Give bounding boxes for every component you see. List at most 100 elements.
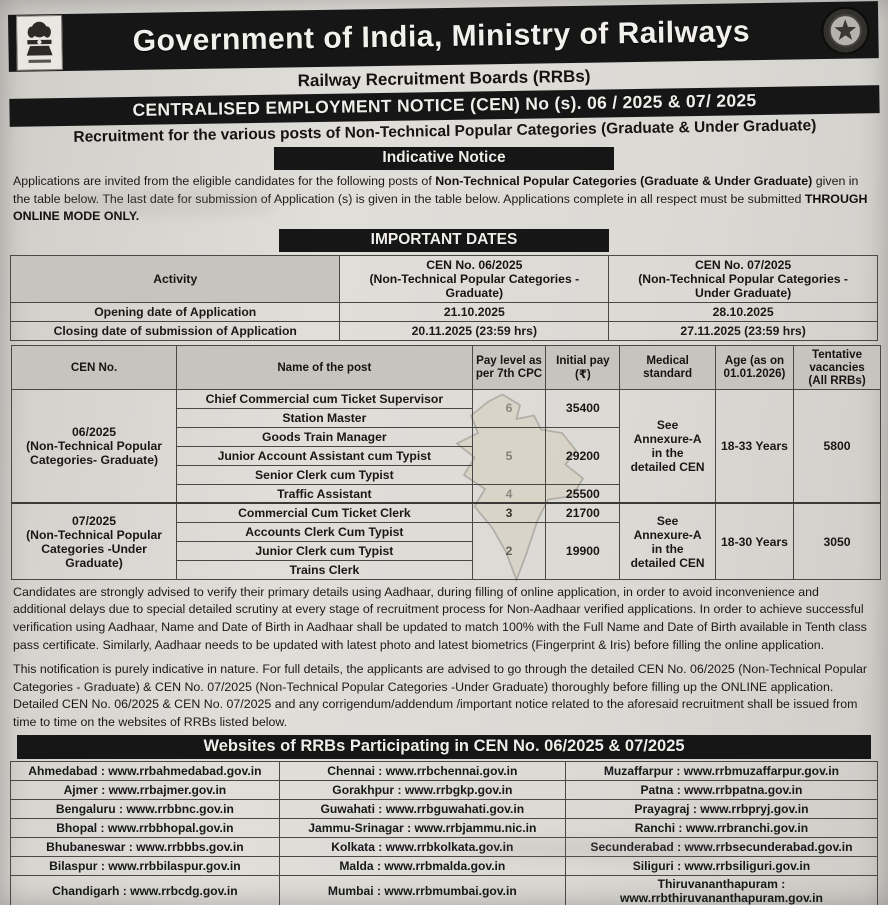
opening-date-cen06: 21.10.2025 bbox=[339, 301, 610, 322]
rrb-website: Patna : www.rrbpatna.gov.in bbox=[564, 779, 879, 800]
rrb-website: Chandigarh : www.rrbcdg.gov.in bbox=[10, 874, 280, 905]
vacancies-count: 5800 bbox=[793, 388, 881, 504]
post-name: Commercial Cum Ticket Clerk bbox=[176, 502, 473, 523]
closing-date-cen06: 20.11.2025 (23:59 hrs) bbox=[339, 320, 610, 341]
intro-paragraph: Applications are invited from the eligib… bbox=[13, 173, 875, 226]
table-row: Chandigarh : www.rrbcdg.gov.in Mumbai : … bbox=[10, 874, 879, 905]
pay-level: 3 bbox=[471, 502, 547, 523]
initial-pay: 29200 bbox=[545, 426, 621, 485]
col-header-post: Name of the post bbox=[176, 344, 473, 390]
table-row: Bhubaneswar : www.rrbbbs.gov.in Kolkata … bbox=[10, 836, 879, 857]
table-row: Bengaluru : www.rrbbnc.gov.in Guwahati :… bbox=[10, 798, 879, 819]
closing-date-row: Closing date of submission of Applicatio… bbox=[9, 320, 878, 341]
table-row: 06/2025 (Non-Technical Popular Categorie… bbox=[10, 388, 881, 504]
post-name: Chief Commercial cum Ticket Supervisor bbox=[176, 388, 473, 409]
intro-bold-categories: Non-Technical Popular Categories (Gradua… bbox=[435, 174, 813, 188]
table-row: Goods Train Manager 5 29200 bbox=[12, 426, 881, 485]
rrb-website: Ahmedabad : www.rrbahmedabad.gov.in bbox=[10, 760, 280, 781]
rrb-website: Prayagraj : www.rrbpryj.gov.in bbox=[564, 798, 879, 819]
pay-level: 5 bbox=[471, 426, 547, 485]
title-band: Government of India, Ministry of Railway… bbox=[7, 1, 879, 72]
initial-pay: 21700 bbox=[545, 502, 621, 523]
websites-heading: Websites of RRBs Participating in CEN No… bbox=[17, 734, 871, 759]
header: Government of India, Ministry of Railway… bbox=[7, 1, 880, 150]
medical-standard: See Annexure-A in the detailed CEN bbox=[619, 388, 716, 504]
post-name: Traffic Assistant bbox=[176, 483, 473, 504]
scan-smudge bbox=[60, 190, 280, 216]
indicative-notice-heading: Indicative Notice bbox=[274, 147, 614, 170]
rrb-website: Bhopal : www.rrbbhopal.gov.in bbox=[10, 817, 280, 838]
col-header-cen06: CEN No. 06/2025 (Non-Technical Popular C… bbox=[339, 254, 610, 303]
table-row: Bilaspur : www.rrbbilaspur.gov.in Malda … bbox=[10, 855, 879, 876]
post-name: Accounts Clerk Cum Typist bbox=[176, 521, 473, 542]
post-name: Station Master bbox=[176, 407, 473, 428]
col-header-activity: Activity bbox=[9, 254, 341, 303]
initial-pay: 19900 bbox=[545, 521, 621, 580]
vacancies-count: 3050 bbox=[793, 502, 881, 580]
important-dates-heading: IMPORTANT DATES bbox=[279, 228, 609, 252]
initial-pay: 25500 bbox=[545, 483, 621, 504]
opening-date-row: Opening date of Application 21.10.2025 2… bbox=[9, 301, 878, 322]
post-name: Junior Clerk cum Typist bbox=[176, 540, 473, 561]
table-row: Bhopal : www.rrbbhopal.gov.in Jammu-Srin… bbox=[10, 817, 879, 838]
important-dates-table: Activity CEN No. 06/2025 (Non-Technical … bbox=[9, 254, 878, 341]
post-name: Goods Train Manager bbox=[176, 426, 473, 447]
rrb-website: Bengaluru : www.rrbbnc.gov.in bbox=[10, 798, 280, 819]
activity-label: Opening date of Application bbox=[9, 301, 341, 322]
scan-smudge bbox=[470, 838, 730, 860]
intro-text: Applications are invited from the eligib… bbox=[13, 174, 436, 188]
rrb-website: Ranchi : www.rrbranchi.gov.in bbox=[564, 817, 879, 838]
initial-pay: 35400 bbox=[545, 388, 621, 428]
intro-bold-online: THROUGH ONLINE MODE ONLY. bbox=[13, 191, 868, 224]
rrb-website: Jammu-Srinagar : www.rrbjammu.nic.in bbox=[278, 817, 566, 838]
rrb-website: Malda : www.rrbmalda.gov.in bbox=[278, 855, 566, 876]
col-header-initial-pay: Initial pay (₹) bbox=[545, 344, 621, 390]
table-row: Ajmer : www.rrbajmer.gov.in Gorakhpur : … bbox=[10, 779, 879, 800]
intro-text-2: given in the table below. The last date … bbox=[13, 174, 859, 206]
pay-level: 4 bbox=[471, 483, 547, 504]
rrb-website: Muzaffarpur : www.rrbmuzaffarpur.gov.in bbox=[564, 760, 879, 781]
pay-level: 2 bbox=[471, 521, 547, 580]
rrb-website: Bilaspur : www.rrbbilaspur.gov.in bbox=[10, 855, 280, 876]
rrb-website: Bhubaneswar : www.rrbbbs.gov.in bbox=[10, 836, 280, 857]
rrb-website: Gorakhpur : www.rrbgkp.gov.in bbox=[278, 779, 566, 800]
table-row: Trains Clerk bbox=[12, 559, 881, 580]
closing-date-cen07: 27.11.2025 (23:59 hrs) bbox=[608, 320, 878, 341]
rrb-website: Guwahati : www.rrbguwahati.gov.in bbox=[278, 798, 566, 819]
table-row: 07/2025 (Non-Technical Popular Categorie… bbox=[10, 502, 881, 580]
col-header-cen-no: CEN No. bbox=[10, 344, 178, 390]
indicative-nature-paragraph: This notification is purely indicative i… bbox=[13, 662, 868, 730]
cen-07-label: 07/2025 (Non-Technical Popular Categorie… bbox=[10, 502, 178, 580]
col-header-vacancies: Tentative vacancies (All RRBs) bbox=[793, 344, 881, 390]
important-dates-header-row: Activity CEN No. 06/2025 (Non-Technical … bbox=[9, 254, 878, 303]
post-name: Junior Account Assistant cum Typist bbox=[176, 445, 473, 466]
table-row: Ahmedabad : www.rrbahmedabad.gov.in Chen… bbox=[10, 760, 879, 781]
post-name: Senior Clerk cum Typist bbox=[176, 464, 473, 485]
age-limit: 18-33 Years bbox=[714, 388, 795, 504]
aadhaar-advisory-paragraph: Candidates are strongly advised to verif… bbox=[13, 584, 867, 652]
vacancy-header-row: CEN No. Name of the post Pay level as pe… bbox=[10, 344, 881, 390]
opening-date-cen07: 28.10.2025 bbox=[608, 301, 878, 322]
col-header-cen07: CEN No. 07/2025 (Non-Technical Popular C… bbox=[608, 254, 878, 303]
vacancy-table: CEN No. Name of the post Pay level as pe… bbox=[10, 344, 881, 580]
medical-standard: See Annexure-A in the detailed CEN bbox=[619, 502, 716, 580]
rrb-website: Thiruvananthapuram : www.rrbthiruvananth… bbox=[564, 874, 879, 905]
rrb-website: Mumbai : www.rrbmumbai.gov.in bbox=[278, 874, 566, 905]
rrb-website: Chennai : www.rrbchennai.gov.in bbox=[278, 760, 566, 781]
col-header-medical: Medical standard bbox=[619, 344, 716, 390]
indian-railways-logo-icon bbox=[820, 5, 871, 56]
india-national-emblem-icon bbox=[16, 14, 63, 71]
table-row: Junior Account Assistant cum Typist bbox=[12, 445, 881, 466]
rrb-websites-table: Ahmedabad : www.rrbahmedabad.gov.in Chen… bbox=[10, 760, 879, 905]
vacancy-table-wrapper: CEN No. Name of the post Pay level as pe… bbox=[10, 344, 881, 583]
table-row: Accounts Clerk Cum Typist 2 19900 bbox=[12, 521, 881, 580]
rrb-website: Ajmer : www.rrbajmer.gov.in bbox=[10, 779, 280, 800]
pay-level: 6 bbox=[471, 388, 547, 428]
page-title: Government of India, Ministry of Railway… bbox=[132, 14, 751, 58]
col-header-age: Age (as on 01.01.2026) bbox=[714, 344, 795, 390]
activity-label: Closing date of submission of Applicatio… bbox=[9, 320, 341, 341]
age-limit: 18-30 Years bbox=[714, 502, 795, 580]
post-name: Trains Clerk bbox=[176, 559, 473, 580]
col-header-pay-level: Pay level as per 7th CPC bbox=[471, 344, 547, 390]
